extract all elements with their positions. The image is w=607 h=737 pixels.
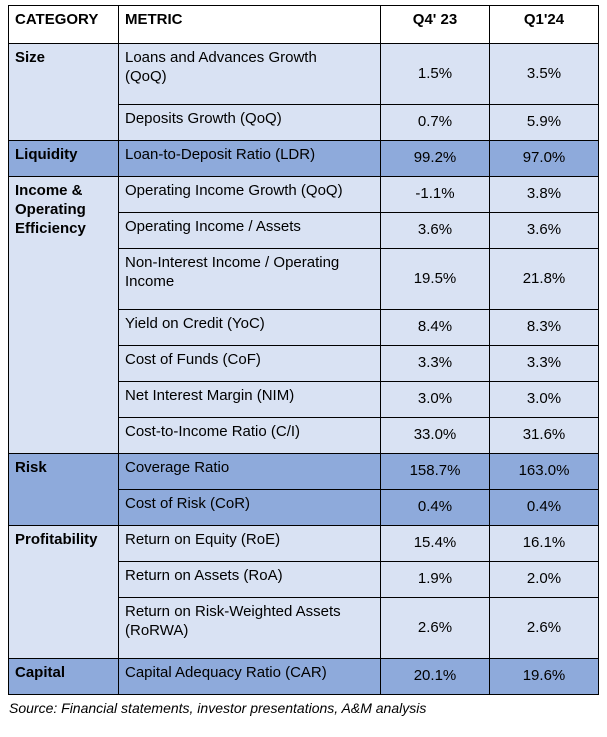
q4-23-value-cell: 3.3%	[380, 345, 490, 382]
q1-24-value-cell: 31.6%	[489, 417, 599, 454]
q4-23-value-cell: 19.5%	[380, 248, 490, 310]
source-note: Source: Financial statements, investor p…	[9, 700, 427, 716]
q1-24-value-cell: 0.4%	[489, 489, 599, 526]
q4-23-value-cell: 1.9%	[380, 561, 490, 598]
q1-24-value-cell: 163.0%	[489, 453, 599, 490]
table-row: Size Loans and Advances Growth (QoQ) 1.5% 3…	[8, 43, 599, 141]
table-row: Net Interest Margin (NIM) 3.0% 3.0%	[9, 381, 599, 418]
category-cell: Risk	[8, 453, 119, 526]
category-cell: Size	[8, 43, 119, 141]
metric-cell: Net Interest Margin (NIM)	[118, 381, 381, 418]
q4-23-value-cell: 2.6%	[380, 597, 490, 659]
q4-23-value-cell: -1.1%	[380, 176, 490, 213]
metric-cell: Cost of Risk (CoR)	[118, 489, 381, 526]
q1-24-value-cell: 3.0%	[489, 381, 599, 418]
category-cell: Profitability	[8, 525, 119, 659]
q4-23-value-cell: 99.2%	[380, 140, 490, 177]
table-row: Capital Capital Adequacy Ratio (CAR) 20.1%…	[8, 658, 599, 695]
q1-24-value-cell: 3.6%	[489, 212, 599, 249]
q4-23-value-cell: 0.7%	[380, 104, 490, 141]
q1-24-value-cell: 5.9%	[489, 104, 599, 141]
metric-cell: Deposits Growth (QoQ)	[118, 104, 381, 141]
q4-23-value-cell: 3.0%	[380, 381, 490, 418]
q1-24-value-cell: 2.6%	[489, 597, 599, 659]
header-q1-24: Q1'24	[489, 5, 599, 44]
q4-23-value-cell: 158.7%	[380, 453, 490, 490]
header-row: CATEGORY METRIC Q4' 23 Q1'24	[8, 5, 599, 44]
metric-cell: Operating Income Growth (QoQ)	[118, 176, 381, 213]
q4-23-value-cell: 15.4%	[380, 525, 490, 562]
q1-24-value-cell: 97.0%	[489, 140, 599, 177]
q1-24-value-cell: 3.3%	[489, 345, 599, 382]
metric-cell: Return on Risk-Weighted Assets (RoRWA)	[118, 597, 381, 659]
metric-cell: Return on Equity (RoE)	[118, 525, 381, 562]
metrics-table-body: Size Loans and Advances Growth (QoQ) 1.5% 3…	[8, 43, 599, 695]
metric-cell: Loans and Advances Growth (QoQ)	[118, 43, 381, 105]
table-row: Return on Assets (RoA) 1.9% 2.0%	[9, 561, 599, 598]
metric-cell: Capital Adequacy Ratio (CAR)	[118, 658, 381, 695]
table-row: Deposits Growth (QoQ) 0.7% 5.9%	[9, 104, 599, 141]
table-row: Risk Coverage Ratio 158.7% 163.0%	[8, 453, 599, 526]
q1-24-value-cell: 3.5%	[489, 43, 599, 105]
metric-cell: Coverage Ratio	[118, 453, 381, 490]
q4-23-value-cell: 1.5%	[380, 43, 490, 105]
metric-cell: Cost-to-Income Ratio (C/I)	[118, 417, 381, 454]
table-row: Liquidity Loan-to-Deposit Ratio (LDR) 99.2…	[8, 140, 599, 177]
q4-23-value-cell: 8.4%	[380, 309, 490, 346]
metric-cell: Loan-to-Deposit Ratio (LDR)	[118, 140, 381, 177]
financial-metrics-table: CATEGORY METRIC Q4' 23 Q1'24 Size Loans a…	[8, 5, 599, 695]
table-row: Non-Interest Income / Operating Income 19…	[9, 248, 599, 310]
metric-cell: Operating Income / Assets	[118, 212, 381, 249]
category-cell: Income & Operating Efficiency	[8, 176, 119, 454]
category-cell: Capital	[8, 658, 119, 695]
q4-23-value-cell: 3.6%	[380, 212, 490, 249]
category-cell: Liquidity	[8, 140, 119, 177]
table-row: Cost of Funds (CoF) 3.3% 3.3%	[9, 345, 599, 382]
q4-23-value-cell: 33.0%	[380, 417, 490, 454]
q4-23-value-cell: 20.1%	[380, 658, 490, 695]
header-category: CATEGORY	[8, 5, 119, 44]
q1-24-value-cell: 2.0%	[489, 561, 599, 598]
header-q4-23: Q4' 23	[380, 5, 490, 44]
table-row: Cost of Risk (CoR) 0.4% 0.4%	[9, 489, 599, 526]
table-row: Yield on Credit (YoC) 8.4% 8.3%	[9, 309, 599, 346]
metric-cell: Cost of Funds (CoF)	[118, 345, 381, 382]
q1-24-value-cell: 3.8%	[489, 176, 599, 213]
metric-cell: Yield on Credit (YoC)	[118, 309, 381, 346]
header-metric: METRIC	[118, 5, 381, 44]
metric-cell: Non-Interest Income / Operating Income	[118, 248, 381, 310]
q1-24-value-cell: 21.8%	[489, 248, 599, 310]
q4-23-value-cell: 0.4%	[380, 489, 490, 526]
q1-24-value-cell: 8.3%	[489, 309, 599, 346]
metric-cell: Return on Assets (RoA)	[118, 561, 381, 598]
table-row: Cost-to-Income Ratio (C/I) 33.0% 31.6%	[9, 417, 599, 454]
table-row: Profitability Return on Equity (RoE) 15.4%…	[8, 525, 599, 659]
q1-24-value-cell: 19.6%	[489, 658, 599, 695]
q1-24-value-cell: 16.1%	[489, 525, 599, 562]
table-row: Income & Operating Efficiency Operating I…	[8, 176, 599, 454]
